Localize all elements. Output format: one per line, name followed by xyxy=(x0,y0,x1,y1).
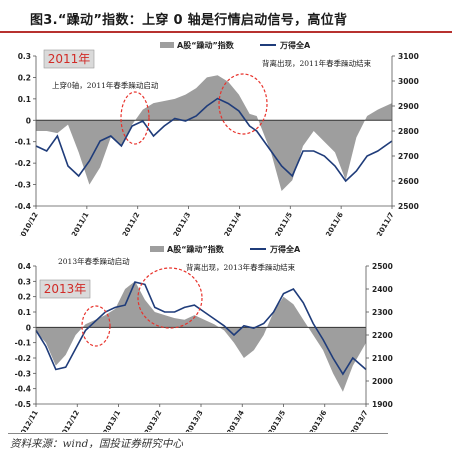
left-tick-label: -0.4 xyxy=(15,202,31,211)
x-tick-label: 2011/4 xyxy=(223,211,243,236)
title-divider xyxy=(0,31,452,33)
annotation-text: 2013年春季躁动启动 xyxy=(58,256,130,266)
highlight-circle xyxy=(137,267,203,329)
right-tick-label: 2200 xyxy=(372,331,393,340)
line-series-wind-all-a xyxy=(35,97,393,183)
x-tick-label: 2013/1 xyxy=(102,409,122,432)
annotation-text: 背离出现，2013年春季躁动结束 xyxy=(186,262,296,272)
source-divider xyxy=(8,433,388,434)
chart-2013: 0.4 0.3 0.2 0.1 0 -0.1 -0.2 -0.3 -0.4 -0.5 2500 240… xyxy=(15,244,393,432)
x-tick-label: 2012/12 xyxy=(58,409,81,432)
right-tick-label: 2700 xyxy=(398,152,419,161)
right-tick-label: 2500 xyxy=(372,262,393,271)
right-tick-label: 2800 xyxy=(398,127,419,136)
left-tick-label: 0.4 xyxy=(18,262,31,271)
left-tick-label: 0 xyxy=(26,116,31,125)
left-tick-label: 0.3 xyxy=(18,52,31,61)
year-badge-label: 2011年 xyxy=(48,52,91,66)
legend-area-swatch xyxy=(160,42,174,48)
x-tick-label: 2011/2 xyxy=(121,211,141,236)
left-tick-label: 0.1 xyxy=(18,95,31,104)
area-series-zaodong-index xyxy=(36,281,366,392)
right-tick-label: 3100 xyxy=(398,52,419,61)
highlight-circle xyxy=(81,305,111,347)
x-tick-label: 2013/5 xyxy=(267,409,287,432)
x-tick-label: 2012/11 xyxy=(17,409,40,432)
x-tick-label: 2013/6 xyxy=(308,409,328,432)
source-note: 资料来源：wind，国投证券研究中心 xyxy=(10,438,183,450)
right-tick-label: 2400 xyxy=(372,285,393,294)
left-tick-label: 0.3 xyxy=(18,277,31,286)
left-tick-label: -0.3 xyxy=(15,181,31,190)
right-tick-label: 2500 xyxy=(398,202,419,211)
x-tick-label: 2011/6 xyxy=(324,211,344,236)
year-badge-box xyxy=(43,49,95,69)
right-tick-label: 2000 xyxy=(372,377,393,386)
annotation-text: 背离出现，2011年春季躁动结束 xyxy=(262,58,372,68)
left-tick-label: 0.2 xyxy=(18,293,31,302)
highlight-circle xyxy=(218,73,268,135)
x-tick-label: 2013/4 xyxy=(226,409,246,432)
x-tick-label: 2013/2 xyxy=(143,409,163,432)
legend-area-swatch xyxy=(150,246,164,252)
right-tick-label: 2300 xyxy=(372,308,393,317)
right-tick-label: 1900 xyxy=(372,400,393,409)
x-tick-label: 2011/1 xyxy=(70,211,90,236)
left-tick-label: -0.2 xyxy=(15,159,31,168)
x-tick-label: 2010/12 xyxy=(17,211,40,236)
x-tick-label: 2013/7 xyxy=(349,409,369,432)
x-tick-label: 2011/3 xyxy=(172,211,192,236)
year-badge-label: 2013年 xyxy=(44,282,87,296)
legend-line-label: 万得全A xyxy=(279,40,311,50)
right-tick-label: 2900 xyxy=(398,102,419,111)
left-tick-label: -0.4 xyxy=(15,385,31,394)
legend-area-label: A股“躁动”指数 xyxy=(167,244,225,254)
left-tick-label: -0.1 xyxy=(15,138,31,147)
legend-line-label: 万得全A xyxy=(269,244,301,254)
left-tick-label: -0.2 xyxy=(15,354,31,363)
left-tick-label: -0.5 xyxy=(15,400,31,409)
x-tick-label: 2013/3 xyxy=(184,409,204,432)
legend-area-label: A股“躁动”指数 xyxy=(177,40,235,50)
x-tick-label: 2011/7 xyxy=(375,211,395,236)
highlight-circle xyxy=(120,91,150,145)
figure-title: 图3.“躁动”指数：上穿 0 轴是行情启动信号，高位背 xyxy=(30,13,348,28)
left-tick-label: 0.1 xyxy=(18,308,31,317)
right-tick-label: 3000 xyxy=(398,77,419,86)
left-tick-label: 0 xyxy=(26,323,31,332)
left-tick-label: 0.2 xyxy=(18,73,31,82)
x-tick-label: 2011/5 xyxy=(274,211,294,236)
year-badge-box xyxy=(39,279,91,299)
chart-2011: 0.3 0.2 0.1 0 -0.1 -0.2 -0.3 -0.4 3100 3000 2900 28… xyxy=(15,40,419,236)
area-series-zaodong-index xyxy=(36,75,392,191)
left-tick-label: -0.3 xyxy=(15,369,31,378)
right-tick-label: 2100 xyxy=(372,354,393,363)
annotation-text: 上穿0轴，2011年春季躁动启动 xyxy=(52,80,159,90)
left-tick-label: -0.1 xyxy=(15,339,31,348)
right-tick-label: 2600 xyxy=(398,177,419,186)
